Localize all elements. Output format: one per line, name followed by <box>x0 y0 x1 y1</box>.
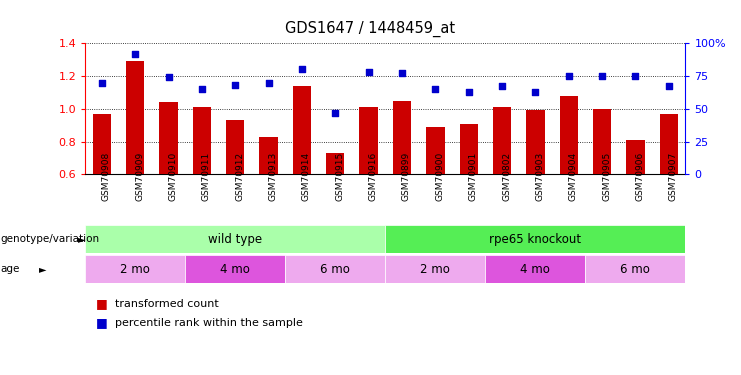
Point <box>529 89 541 95</box>
Point <box>296 66 308 72</box>
Bar <box>293 86 311 174</box>
Text: transformed count: transformed count <box>115 299 219 309</box>
Bar <box>193 107 211 174</box>
Bar <box>493 107 511 174</box>
Point <box>130 51 142 57</box>
Text: GSM70912: GSM70912 <box>235 152 245 201</box>
Text: ►: ► <box>39 264 47 274</box>
Point <box>663 84 675 90</box>
Text: GSM70916: GSM70916 <box>368 152 378 201</box>
Point <box>162 74 175 80</box>
Point <box>429 86 441 92</box>
Text: GSM70901: GSM70901 <box>468 152 478 201</box>
Text: GSM70910: GSM70910 <box>168 152 178 201</box>
Point <box>563 73 575 79</box>
Bar <box>326 153 345 174</box>
Bar <box>226 120 245 174</box>
Bar <box>459 123 478 174</box>
Bar <box>285 255 385 283</box>
Text: 2 mo: 2 mo <box>120 262 150 276</box>
Text: age: age <box>1 264 20 274</box>
Text: ■: ■ <box>96 297 108 310</box>
Point <box>462 89 474 95</box>
Bar <box>485 255 585 283</box>
Text: GSM70802: GSM70802 <box>502 152 511 201</box>
Text: GSM70914: GSM70914 <box>302 152 311 201</box>
Text: wild type: wild type <box>208 232 262 246</box>
Bar <box>585 255 685 283</box>
Text: GDS1647 / 1448459_at: GDS1647 / 1448459_at <box>285 21 456 37</box>
Bar <box>385 255 485 283</box>
Text: GSM70900: GSM70900 <box>435 152 445 201</box>
Bar <box>385 225 685 253</box>
Point <box>396 70 408 76</box>
Text: 2 mo: 2 mo <box>420 262 451 276</box>
Text: GSM70903: GSM70903 <box>535 152 545 201</box>
Bar <box>659 114 678 174</box>
Bar <box>559 96 578 174</box>
Text: genotype/variation: genotype/variation <box>1 234 100 244</box>
Text: ■: ■ <box>96 316 108 329</box>
Bar <box>259 136 278 174</box>
Point <box>596 73 608 79</box>
Text: GSM70899: GSM70899 <box>402 152 411 201</box>
Text: GSM70906: GSM70906 <box>636 152 645 201</box>
Point <box>630 73 642 79</box>
Text: 6 mo: 6 mo <box>620 262 651 276</box>
Text: percentile rank within the sample: percentile rank within the sample <box>115 318 303 327</box>
Point <box>362 69 374 75</box>
Text: GSM70908: GSM70908 <box>102 152 111 201</box>
Point <box>262 80 274 86</box>
Text: GSM70904: GSM70904 <box>569 152 578 201</box>
Text: GSM70909: GSM70909 <box>136 152 144 201</box>
Bar <box>626 140 645 174</box>
Bar <box>85 255 185 283</box>
Text: GSM70905: GSM70905 <box>602 152 611 201</box>
Point <box>196 86 207 92</box>
Bar <box>126 61 144 174</box>
Bar <box>526 110 545 174</box>
Point <box>229 82 241 88</box>
Text: GSM70915: GSM70915 <box>335 152 345 201</box>
Point <box>96 80 108 86</box>
Point <box>496 84 508 90</box>
Bar <box>93 114 111 174</box>
Bar <box>85 225 385 253</box>
Bar <box>593 109 611 174</box>
Text: GSM70907: GSM70907 <box>669 152 678 201</box>
Bar <box>185 255 285 283</box>
Text: GSM70911: GSM70911 <box>202 152 211 201</box>
Bar <box>426 127 445 174</box>
Text: 6 mo: 6 mo <box>320 262 350 276</box>
Text: 4 mo: 4 mo <box>520 262 551 276</box>
Text: rpe65 knockout: rpe65 knockout <box>489 232 582 246</box>
Text: 4 mo: 4 mo <box>220 262 250 276</box>
Text: ►: ► <box>78 234 85 244</box>
Point <box>329 110 341 116</box>
Bar <box>359 107 378 174</box>
Text: GSM70913: GSM70913 <box>268 152 278 201</box>
Bar <box>159 102 178 174</box>
Bar <box>393 100 411 174</box>
